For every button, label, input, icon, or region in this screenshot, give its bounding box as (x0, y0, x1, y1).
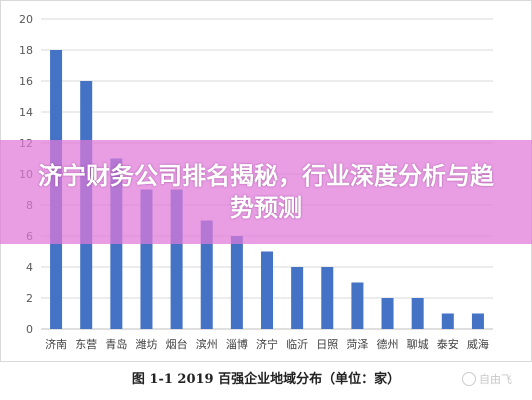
bar-济宁 (261, 251, 273, 329)
x-tick-label: 聊城 (407, 337, 429, 351)
y-tick-label: 4 (26, 261, 33, 274)
bar-威海 (471, 313, 484, 329)
x-tick-label: 威海 (467, 337, 489, 351)
x-tick-label: 淄博 (226, 338, 248, 351)
y-tick-label: 20 (19, 13, 33, 26)
bar-淄博 (230, 236, 243, 329)
x-tick-label: 临沂 (286, 337, 308, 351)
x-tick-label: 烟台 (166, 337, 188, 351)
x-tick-label: 东营 (75, 337, 97, 351)
y-tick-label: 14 (19, 106, 33, 119)
overlay-title: 济宁财务公司排名揭秘，行业深度分析与趋势预测 (38, 162, 494, 222)
x-tick-label: 日照 (316, 338, 338, 351)
x-tick-label: 潍坊 (135, 337, 157, 351)
bar-聊城 (411, 298, 424, 329)
figure-caption: 图 1-1 2019 百强企业地域分布（单位：家） (131, 372, 401, 387)
bar-临沂 (291, 267, 304, 329)
y-tick-label: 0 (26, 323, 33, 336)
overlay-banner: 济宁财务公司排名揭秘，行业深度分析与趋势预测 (0, 140, 532, 244)
x-tick-label: 滨州 (196, 337, 218, 351)
bar-德州 (381, 298, 394, 329)
bar-菏泽 (351, 282, 364, 329)
x-tick-label: 泰安 (437, 337, 459, 351)
watermark-logo-icon (462, 372, 476, 386)
y-tick-label: 2 (26, 292, 33, 305)
bar-日照 (321, 267, 334, 329)
watermark-text: 自由飞 (479, 373, 512, 386)
bar-泰安 (441, 313, 454, 329)
x-tick-label: 济南 (45, 337, 67, 351)
x-tick-label: 菏泽 (346, 338, 368, 351)
y-tick-label: 16 (19, 75, 33, 88)
y-tick-label: 18 (19, 44, 33, 57)
watermark: 自由飞 (462, 371, 512, 387)
x-tick-label: 济宁 (256, 337, 278, 351)
x-tick-label: 德州 (377, 337, 399, 351)
bar-滨州 (200, 220, 213, 329)
x-tick-label: 青岛 (105, 337, 127, 351)
